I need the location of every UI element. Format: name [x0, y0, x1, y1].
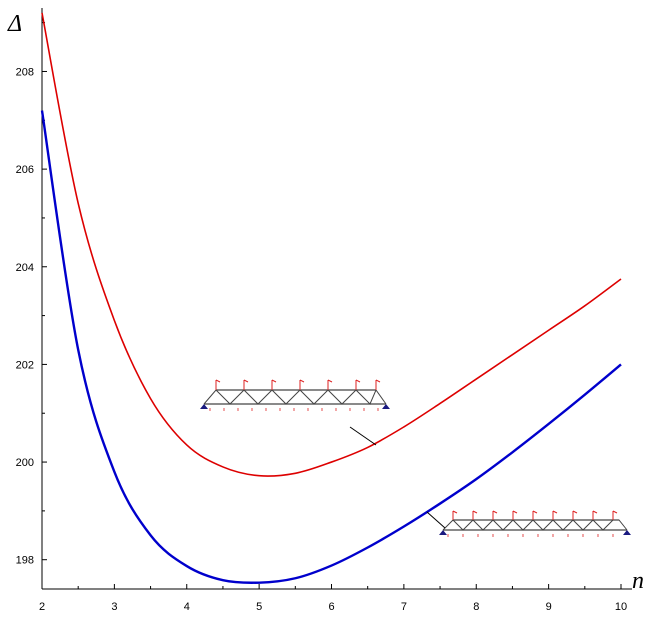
y-tick-label: 198: [16, 555, 34, 567]
series-line-1: [41, 12, 622, 477]
y-axis-title: Δ: [7, 11, 22, 37]
x-tick-label: 9: [546, 601, 552, 613]
truss-support-left: [439, 530, 447, 535]
series-line-2: [40, 110, 622, 584]
x-tick-label: 7: [401, 601, 407, 613]
truss-support-right: [623, 530, 631, 535]
truss-loads: [215, 379, 381, 390]
truss-web: [203, 388, 387, 405]
x-tick-label: 4: [184, 601, 190, 613]
x-axis-title: n: [632, 568, 644, 594]
truss-inset-bottom: [439, 510, 631, 537]
y-tick-label: 202: [16, 359, 34, 371]
series-group: [40, 12, 622, 584]
truss-web: [442, 519, 628, 531]
truss-bottom-ticks: [209, 408, 379, 411]
x-tick-label: 2: [39, 601, 45, 613]
y-tick-label: 204: [16, 262, 34, 274]
truss-bottom-ticks: [447, 534, 614, 537]
truss-support-right: [382, 404, 390, 409]
x-tick-label: 10: [615, 601, 627, 613]
truss-loads: [452, 510, 618, 520]
axes: [41, 8, 632, 590]
y-tick-label: 200: [16, 457, 34, 469]
y-tick-label: 206: [16, 164, 34, 176]
x-tick-label: 6: [328, 601, 334, 613]
leader-line-bottom: [426, 511, 446, 529]
tick-group: 198 200 202 204 206 208 2 3 4 5 6 7 8 9 10: [16, 22, 627, 613]
x-tick-label: 5: [256, 601, 262, 613]
leader-line-top: [349, 426, 377, 446]
x-tick-label: 3: [111, 601, 117, 613]
x-tick-label: 8: [473, 601, 479, 613]
y-tick-label: 208: [16, 66, 34, 78]
truss-support-left: [200, 404, 208, 409]
truss-inset-top: [200, 379, 390, 411]
